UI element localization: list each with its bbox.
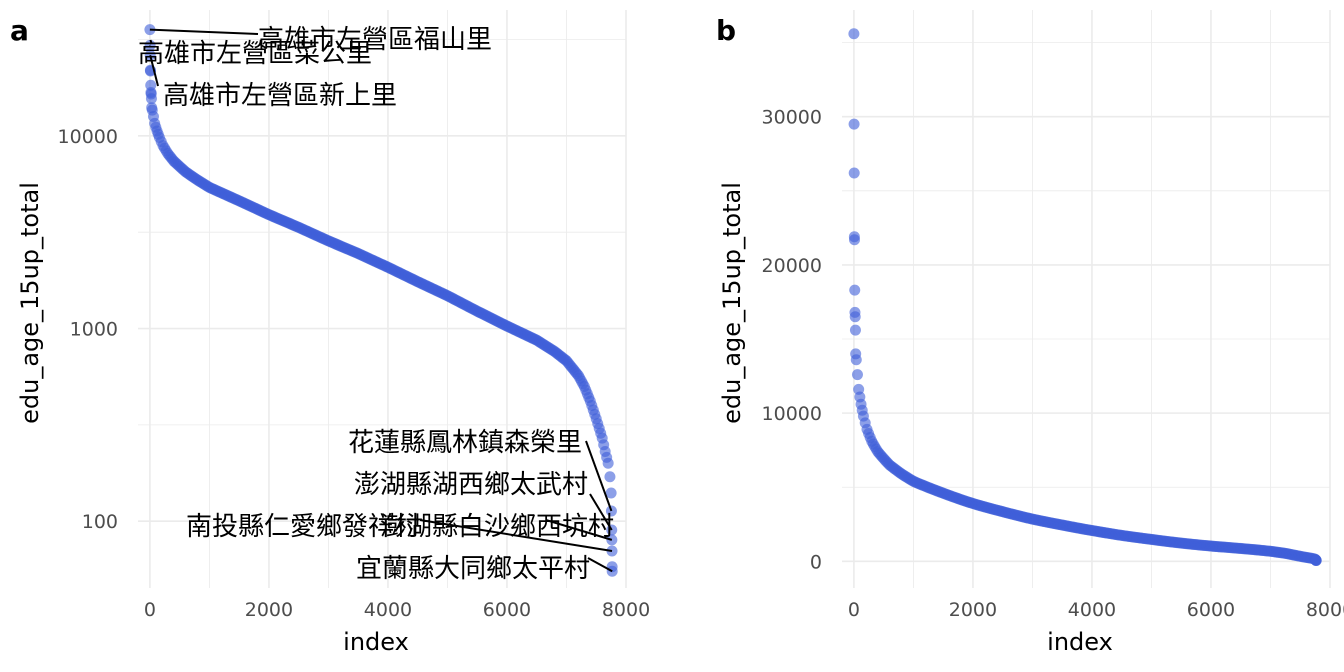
data-point <box>849 324 861 336</box>
x-tick-labels-b: 0 2000 4000 6000 8000 <box>848 599 1344 621</box>
y-tick-labels-a: 100 1000 10000 <box>58 126 118 533</box>
data-point <box>144 24 156 36</box>
annotation-leader <box>149 28 259 35</box>
data-point <box>602 457 614 469</box>
annotation-leader <box>419 519 613 553</box>
y-tick-label: 0 <box>810 551 822 573</box>
data-point <box>848 118 860 130</box>
data-point <box>604 471 616 483</box>
data-point <box>605 505 617 517</box>
y-tick-label: 10000 <box>58 126 118 148</box>
y-tick-label: 1000 <box>70 319 118 341</box>
x-tick-labels-a: 0 2000 4000 6000 8000 <box>144 599 650 621</box>
points-b <box>848 28 1322 567</box>
annotation-leader <box>545 519 613 541</box>
x-tick-label: 6000 <box>1187 599 1235 621</box>
data-point <box>848 28 860 40</box>
data-point <box>851 369 863 381</box>
annotation-label: 澎湖縣白沙鄉西坑村 <box>380 512 614 542</box>
panel-a: 0 2000 4000 6000 8000 100 1000 10000 高雄市左營區福山里… <box>10 10 650 656</box>
data-point <box>606 534 618 546</box>
data-point <box>849 234 860 246</box>
annotation-leader <box>585 440 613 512</box>
grid-b <box>842 10 1331 588</box>
x-tick-label: 8000 <box>1306 599 1344 621</box>
y-axis-title-b: edu_age_15up_total <box>718 182 746 424</box>
y-axis-title-a: edu_age_15up_total <box>16 182 44 424</box>
x-axis-title-a: index <box>343 628 409 656</box>
panel-b: 0 2000 4000 6000 8000 0 10000 20000 30000 index… <box>716 10 1344 656</box>
data-point <box>605 487 617 499</box>
annotation-label: 宜蘭縣大同鄉太平村 <box>356 554 590 584</box>
x-tick-label: 8000 <box>602 599 650 621</box>
panel-tag-b: b <box>716 14 736 47</box>
annotation-leader <box>587 557 613 573</box>
annotation-leader <box>589 493 613 531</box>
panel-tag-a: a <box>10 14 29 47</box>
annotation-label: 高雄市左營區菜公里 <box>138 39 372 69</box>
y-tick-label: 10000 <box>762 403 822 425</box>
points-a <box>144 24 618 577</box>
grid-a <box>138 10 627 588</box>
data-point <box>1310 555 1322 567</box>
annotation-label: 南投縣仁愛鄉發祥村 <box>186 512 420 542</box>
x-tick-label: 4000 <box>364 599 412 621</box>
data-point <box>850 354 862 366</box>
annotation-label: 高雄市左營區福山里 <box>258 25 492 55</box>
x-tick-label: 0 <box>848 599 860 621</box>
data-point <box>849 311 861 323</box>
x-tick-label: 2000 <box>949 599 997 621</box>
annotation-leaders-a <box>149 28 613 573</box>
x-tick-label: 4000 <box>1068 599 1116 621</box>
x-axis-title-b: index <box>1047 628 1113 656</box>
data-point <box>849 284 861 296</box>
x-tick-label: 2000 <box>245 599 293 621</box>
data-point <box>848 167 860 179</box>
x-tick-label: 6000 <box>483 599 531 621</box>
annotation-label: 高雄市左營區新上里 <box>163 81 397 111</box>
data-point <box>145 93 157 105</box>
annotation-labels-a: 高雄市左營區福山里高雄市左營區菜公里高雄市左營區新上里花蓮縣鳳林鎮森榮里澎湖縣湖… <box>138 25 614 584</box>
y-tick-label: 30000 <box>762 107 822 129</box>
y-tick-label: 100 <box>82 511 118 533</box>
x-tick-label: 0 <box>144 599 156 621</box>
y-tick-label: 20000 <box>762 255 822 277</box>
y-tick-labels-b: 0 10000 20000 30000 <box>762 107 822 574</box>
annotation-label: 花蓮縣鳳林鎮森榮里 <box>348 428 582 458</box>
annotation-leader <box>149 55 159 87</box>
annotation-label: 澎湖縣湖西鄉太武村 <box>354 470 588 500</box>
